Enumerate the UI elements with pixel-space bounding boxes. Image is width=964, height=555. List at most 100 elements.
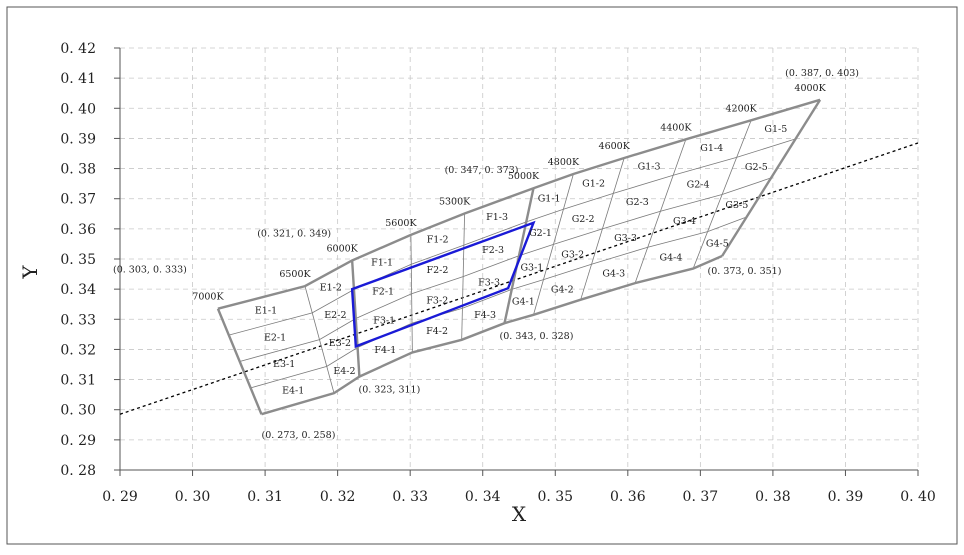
y-tick-label: 0. 41 <box>60 71 96 87</box>
region-label-G4-1: G4-1 <box>512 297 535 308</box>
corner-annotation: (0. 347, 0. 373) <box>445 165 519 176</box>
x-tick-label: 0. 34 <box>465 489 501 505</box>
axes <box>114 47 919 476</box>
region-label-G1-5: G1-5 <box>764 124 787 135</box>
cct-label-5600K: 5600K <box>385 218 417 229</box>
group-boundary-4000K <box>721 99 822 257</box>
region-label-F3-3: F3-3 <box>478 277 500 288</box>
x-tick-label: 0. 38 <box>755 489 791 505</box>
region-label-G3-3: G3-3 <box>614 233 637 244</box>
x-tick-label: 0. 36 <box>610 489 646 505</box>
chart-frame <box>6 6 958 545</box>
x-tick-label: 0. 35 <box>537 489 573 505</box>
y-tick-label: 0. 40 <box>60 101 96 117</box>
region-label-G2-3: G2-3 <box>626 197 649 208</box>
region-label-F4-1: F4-1 <box>374 345 396 356</box>
group-boundary-6000K <box>350 260 361 377</box>
planckian-locus <box>119 142 919 415</box>
x-tick-label: 0. 30 <box>175 489 211 505</box>
region-label-G4-5: G4-5 <box>706 238 729 249</box>
y-tick-label: 0. 34 <box>60 282 96 298</box>
x-tick-label: 0. 40 <box>900 489 936 505</box>
y-tick-label: 0. 31 <box>60 373 96 389</box>
region-label-E1-2: E1-2 <box>320 282 342 293</box>
region-label-G4-4: G4-4 <box>659 253 682 264</box>
region-label-F2-2: F2-2 <box>427 265 449 276</box>
region-label-E3-2: E3-2 <box>329 338 351 349</box>
corner-annotation: (0. 321, 0. 349) <box>257 229 331 240</box>
cct-label-5000K: 5000K <box>508 171 540 182</box>
y-tick-label: 0. 37 <box>60 192 96 208</box>
y-tick-label: 0. 28 <box>60 463 96 479</box>
y-tick-label: 0. 42 <box>60 41 96 57</box>
group-boundary-5000K <box>503 187 535 324</box>
region-label-G3-1: G3-1 <box>520 262 543 273</box>
cct-label-4000K: 4000K <box>794 83 826 94</box>
region-label-F1-1: F1-1 <box>371 257 393 268</box>
y-axis-label: Y <box>18 265 42 280</box>
region-label-F3-2: F3-2 <box>426 295 448 306</box>
region-label-G1-3: G1-3 <box>638 162 661 173</box>
planckian-locus-line <box>119 142 919 415</box>
outer-boundary <box>216 98 822 416</box>
bin-grid-lines <box>228 120 796 394</box>
highlight-polygon <box>350 220 536 349</box>
group-boundary-7000K <box>216 308 263 415</box>
top-boundary <box>217 98 821 310</box>
y-tick-label: 0. 29 <box>60 433 96 449</box>
region-label-F4-2: F4-2 <box>426 326 448 337</box>
cct-label-4600K: 4600K <box>599 141 631 152</box>
region-label-E1-1: E1-1 <box>255 306 277 317</box>
region-labels: E1-1 E1-2 E2-1 E2-2 E3-1 E3-2 E4-1 E4-2 F1-1 F1-2… <box>255 124 787 396</box>
y-tick-label: 0. 30 <box>60 403 96 419</box>
x-tick-label: 0. 39 <box>828 489 864 505</box>
region-label-E3-1: E3-1 <box>273 359 295 370</box>
region-label-E4-2: E4-2 <box>333 366 355 377</box>
highlight-region <box>350 220 536 349</box>
corner-annotation: (0. 387, 0. 403) <box>785 68 859 79</box>
region-label-F3-1: F3-1 <box>373 316 395 327</box>
region-label-F4-3: F4-3 <box>474 310 496 321</box>
cct-label-4800K: 4800K <box>548 157 580 168</box>
cct-label-6000K: 6000K <box>327 244 359 255</box>
y-tick-label: 0. 33 <box>60 312 96 328</box>
region-label-F1-3: F1-3 <box>486 212 508 223</box>
y-tick-label: 0. 36 <box>60 222 96 238</box>
x-tick-label: 0. 32 <box>320 489 356 505</box>
region-label-G3-5: G3-5 <box>725 200 748 211</box>
cct-label-7000K: 7000K <box>192 292 224 303</box>
region-label-G2-5: G2-5 <box>745 162 768 173</box>
region-label-F2-3: F2-3 <box>482 245 504 256</box>
region-label-G2-2: G2-2 <box>572 214 595 225</box>
corner-annotation: (0. 343, 0. 328) <box>500 331 574 342</box>
x-tick-label: 0. 31 <box>247 489 283 505</box>
x-tick-label: 0. 29 <box>102 489 138 505</box>
region-label-G2-4: G2-4 <box>687 180 710 191</box>
region-label-F1-2: F1-2 <box>427 234 449 245</box>
region-label-G4-2: G4-2 <box>551 285 574 296</box>
y-tick-label: 0. 32 <box>60 342 96 358</box>
region-label-G1-1: G1-1 <box>538 193 561 204</box>
cct-label-4200K: 4200K <box>726 103 758 114</box>
y-tick-label: 0. 39 <box>60 131 96 147</box>
region-label-E2-1: E2-1 <box>264 332 286 343</box>
region-label-G4-3: G4-3 <box>602 269 625 280</box>
region-label-E4-1: E4-1 <box>282 385 304 396</box>
x-tick-label: 0. 33 <box>392 489 428 505</box>
cct-labels: 7000K 6500K 6000K 5600K 5300K 5000K 4800K 4600K… <box>192 83 826 303</box>
region-label-G2-1: G2-1 <box>529 228 552 239</box>
cct-label-6500K: 6500K <box>279 269 311 280</box>
corner-annotation: (0. 373, 0. 351) <box>708 266 782 277</box>
x-tick-label: 0. 37 <box>683 489 719 505</box>
y-tick-label: 0. 35 <box>60 252 96 268</box>
tick-labels: 0. 29 0. 30 0. 31 0. 32 0. 33 0. 34 0. 35 0. 36… <box>60 41 935 505</box>
cct-label-4400K: 4400K <box>660 122 692 133</box>
corner-annotation: (0. 303, 0. 333) <box>113 265 187 276</box>
region-label-E2-2: E2-2 <box>324 310 346 321</box>
corner-annotation: (0. 323, 311) <box>358 385 420 396</box>
region-label-G3-2: G3-2 <box>561 249 584 260</box>
region-label-F2-1: F2-1 <box>372 286 394 297</box>
corner-annotations: (0. 387, 0. 403) (0. 347, 0. 373) (0. 321,… <box>113 68 859 441</box>
